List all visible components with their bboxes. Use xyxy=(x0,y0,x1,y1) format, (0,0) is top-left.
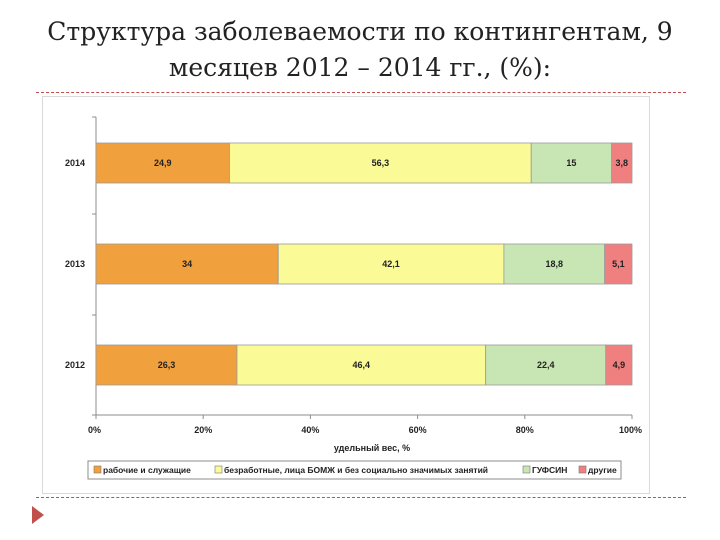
x-axis-title: удельный вес, % xyxy=(334,443,410,453)
legend-swatch xyxy=(578,465,587,474)
data-label: 56,3 xyxy=(372,158,390,168)
bar-segment xyxy=(229,142,532,184)
slide-title-line-1: Структура заболеваемости по контингентам… xyxy=(47,17,673,46)
data-label: 4,9 xyxy=(613,360,626,370)
chart-frame: 0% 20% 40% 60% 80% 100% удельный вес, % 2014 24,… xyxy=(42,96,650,494)
x-tick-label: 0% xyxy=(88,425,101,435)
bar-segment xyxy=(604,243,633,285)
data-label: 3,8 xyxy=(616,158,629,168)
x-tick-label: 100% xyxy=(619,425,642,435)
stacked-bar-chart: 0% 20% 40% 60% 80% 100% удельный вес, % 2014 24,… xyxy=(65,116,642,480)
legend-label: рабочие и служащие xyxy=(103,465,191,475)
x-tick-label: 80% xyxy=(516,425,534,435)
legend-label: ГУФСИН xyxy=(532,465,567,475)
slide-title: Структура заболеваемости по контингентам… xyxy=(30,14,690,86)
x-tick-label: 60% xyxy=(409,425,427,435)
slide-title-line-2: месяцев 2012 – 2014 гг., (%): xyxy=(168,53,552,82)
data-label: 46,4 xyxy=(353,360,371,370)
bar-segment xyxy=(605,344,633,386)
data-label: 18,8 xyxy=(546,259,564,269)
bar-segment xyxy=(530,142,613,184)
legend-swatch xyxy=(214,465,223,474)
bar-segment xyxy=(95,142,230,184)
data-label: 5,1 xyxy=(612,259,625,269)
data-label: 26,3 xyxy=(158,360,176,370)
category-label: 2012 xyxy=(65,360,85,370)
footer-divider xyxy=(36,497,686,498)
legend-swatch xyxy=(93,465,102,474)
bar-segment xyxy=(503,243,606,285)
data-label: 24,9 xyxy=(154,158,172,168)
bar-segment xyxy=(95,243,279,285)
data-label: 22,4 xyxy=(537,360,555,370)
legend-label: другие xyxy=(588,465,617,475)
category-label: 2014 xyxy=(65,158,85,168)
x-tick-label: 20% xyxy=(194,425,212,435)
bar-segment xyxy=(277,243,505,285)
data-label: 34 xyxy=(182,259,192,269)
x-tick-label: 40% xyxy=(301,425,319,435)
category-label: 2013 xyxy=(65,259,85,269)
bar-segment xyxy=(236,344,487,386)
bar-segment xyxy=(611,142,633,184)
next-slide-arrow-icon[interactable] xyxy=(32,506,44,524)
legend-label: безработные, лица БОМЖ и без социально з… xyxy=(224,465,488,475)
legend-box xyxy=(87,460,622,480)
data-label: 42,1 xyxy=(382,259,400,269)
data-label: 15 xyxy=(566,158,576,168)
bar-segment xyxy=(485,344,607,386)
title-divider xyxy=(36,92,686,93)
bar-segment xyxy=(95,344,238,386)
legend-swatch xyxy=(522,465,531,474)
